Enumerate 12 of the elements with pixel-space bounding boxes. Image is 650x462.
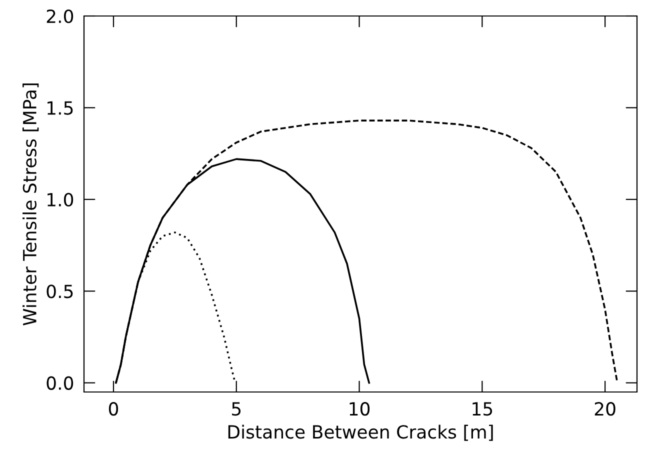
x-tick-label: 20 — [594, 402, 616, 416]
x-axis-title: Distance Between Cracks [m] — [228, 424, 493, 441]
y-tick-label: 0.0 — [46, 376, 74, 390]
y-tick-label: 0.5 — [46, 284, 73, 298]
x-tick-label: 10 — [350, 402, 370, 416]
x-tick-label: 15 — [472, 402, 492, 416]
y-tick-label: 2.0 — [46, 9, 74, 24]
y-axis-title: Winter Tensile Stress [MPa] — [22, 84, 39, 326]
x-tick-label: 0 — [108, 402, 118, 416]
x-tick-label: 5 — [232, 402, 241, 416]
y-tick-label: 1.5 — [48, 101, 73, 115]
y-tick-label: 1.0 — [48, 192, 74, 207]
